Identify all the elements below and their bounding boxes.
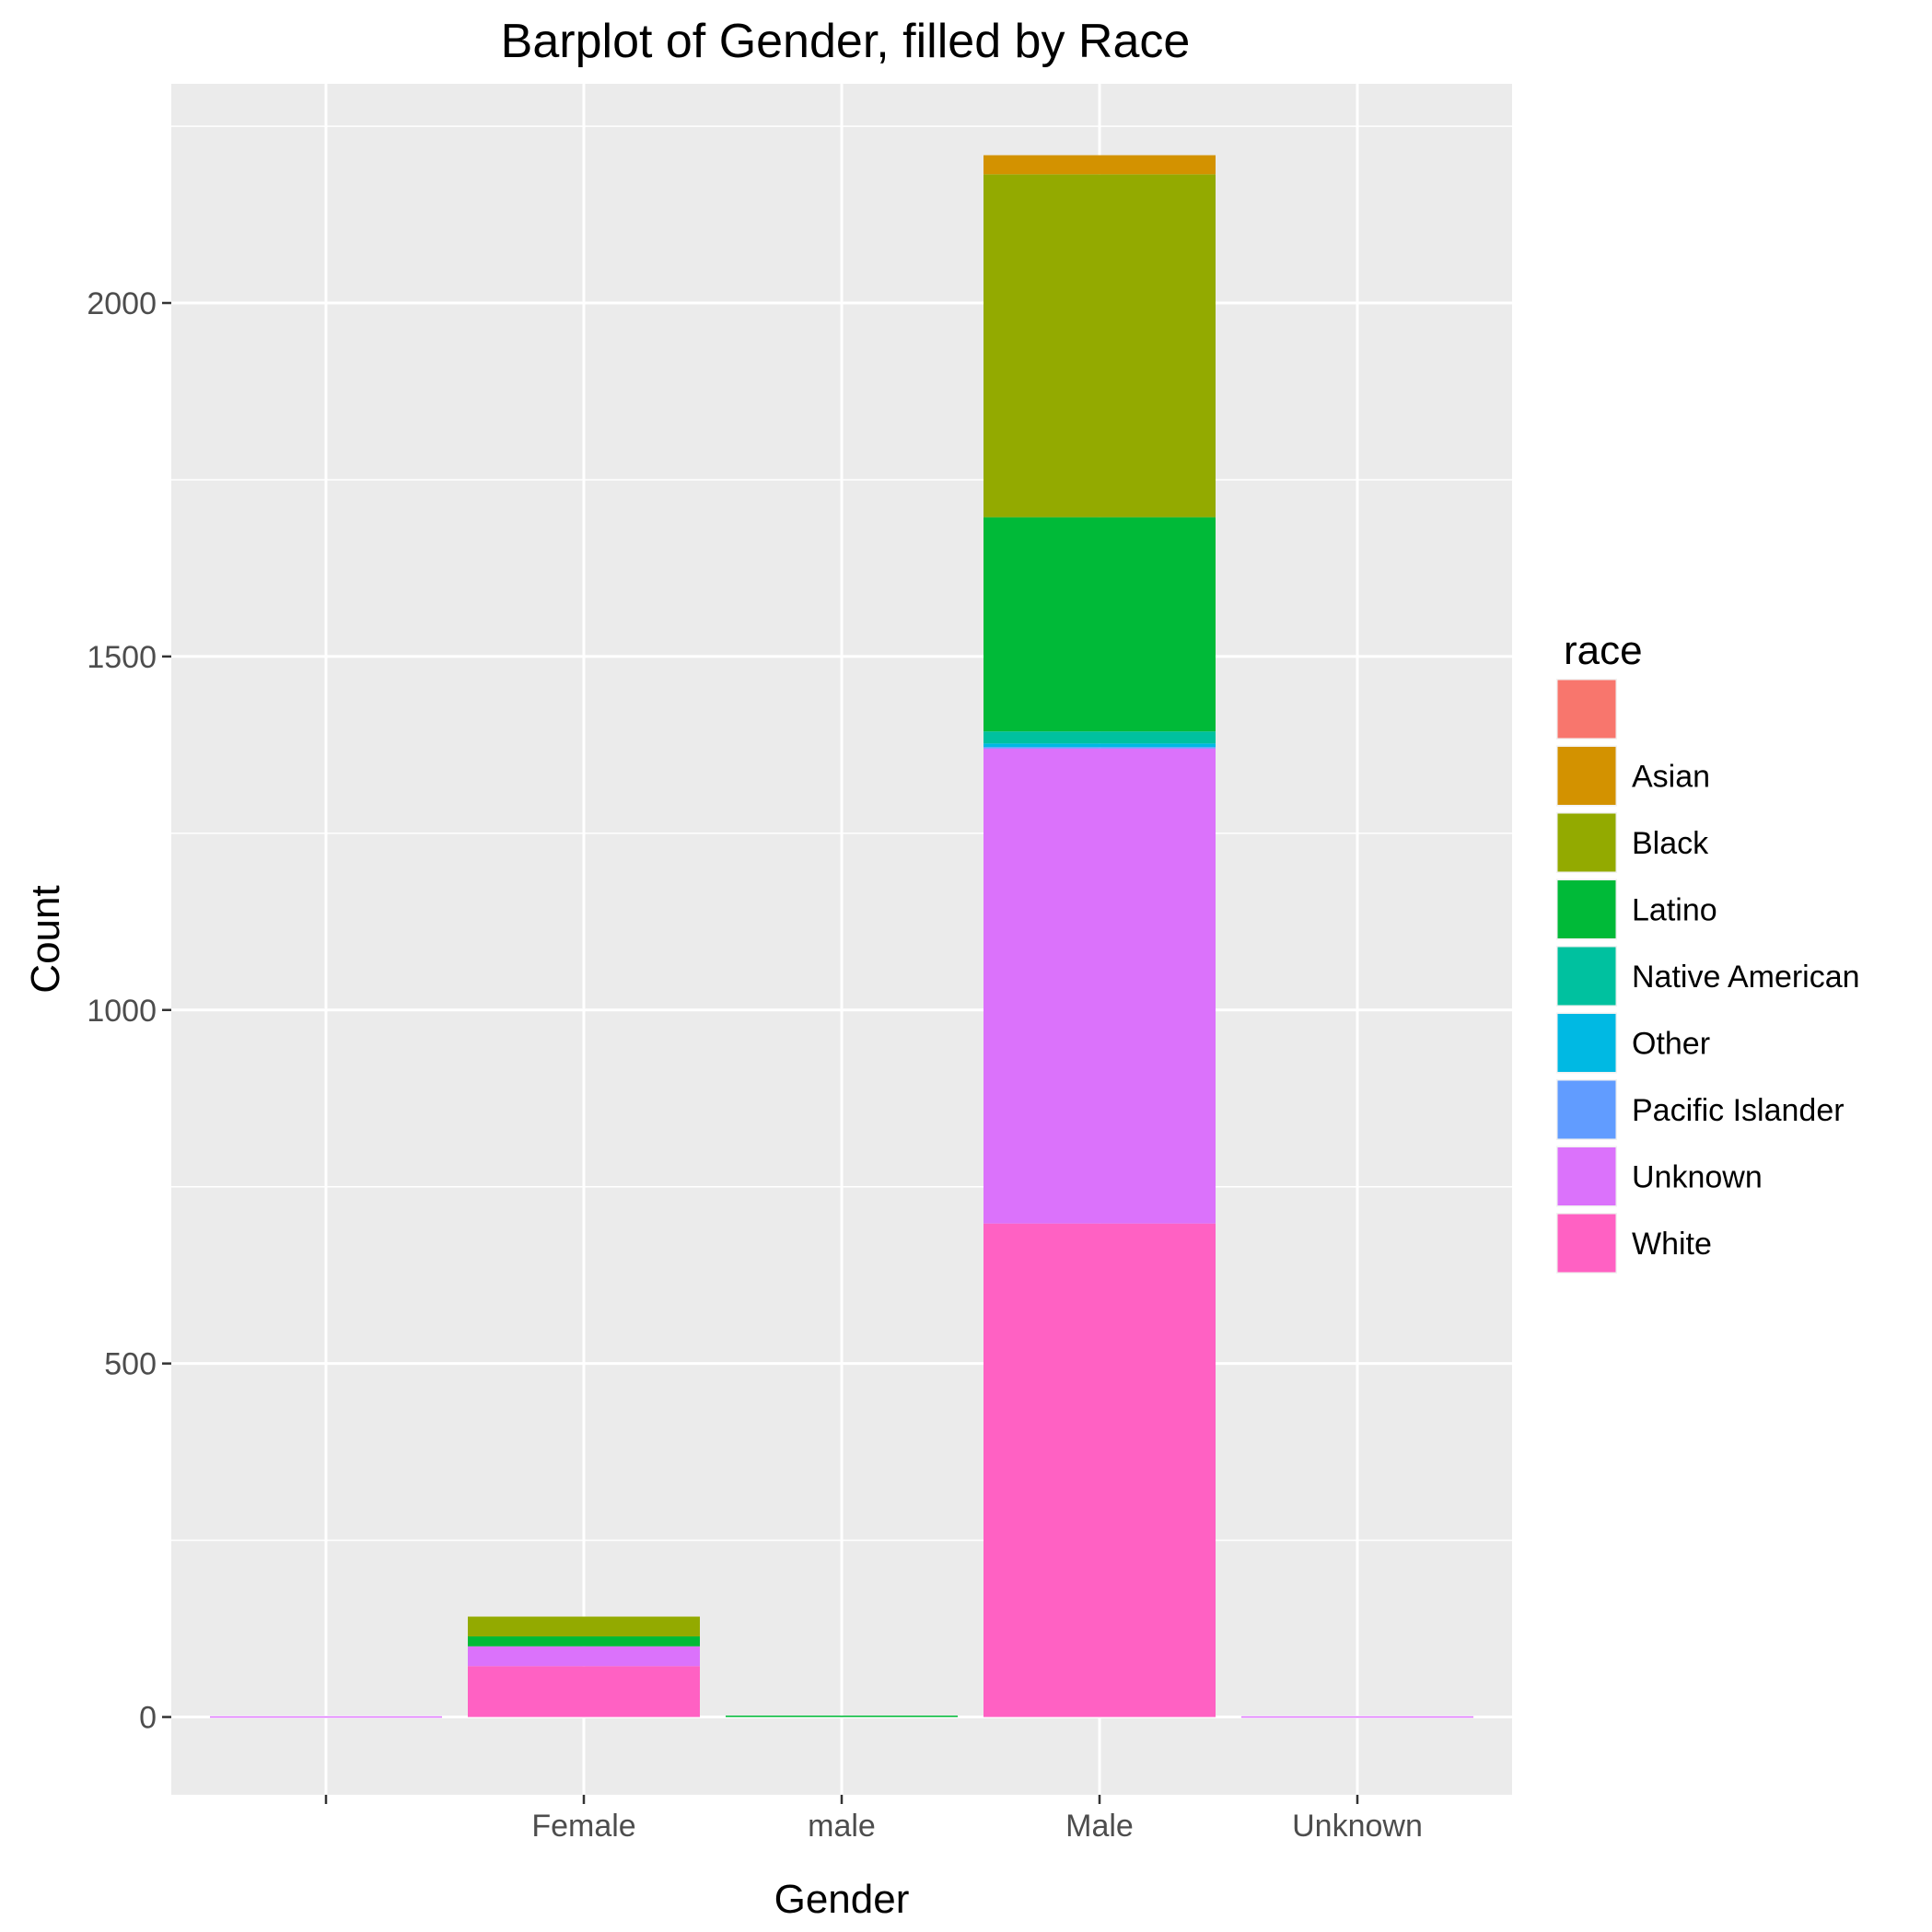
- axis-layer: 0 500 1000 1500 2000 Female male Male Unknown: [87, 286, 1423, 1844]
- x-tick-label: male: [808, 1809, 876, 1844]
- legend-label: White: [1632, 1227, 1712, 1262]
- bar-segment: [983, 174, 1216, 518]
- y-tick-label: 500: [104, 1347, 157, 1382]
- bar-segment: [468, 1636, 700, 1647]
- bar-segment: [210, 1716, 442, 1718]
- legend-swatch: [1557, 1214, 1616, 1273]
- bar-segment: [726, 1716, 958, 1717]
- y-axis-title: Count: [23, 885, 68, 993]
- x-tick-label: Male: [1065, 1809, 1134, 1844]
- bar-segment: [983, 748, 1216, 1224]
- legend: race Asian Black Latino Native American Othe…: [1556, 628, 1860, 1274]
- legend-label: Latino: [1632, 893, 1717, 928]
- legend-swatch: [1557, 680, 1616, 739]
- bar-segment: [983, 743, 1216, 748]
- y-tick-label: 2000: [87, 286, 157, 321]
- bar-segment: [983, 155, 1216, 175]
- legend-swatch: [1557, 1014, 1616, 1072]
- bar-segment: [983, 731, 1216, 744]
- legend-title: race: [1564, 628, 1643, 673]
- x-tick-label: Unknown: [1292, 1809, 1423, 1844]
- bar-layer: [210, 155, 1473, 1718]
- legend-label: Other: [1632, 1027, 1710, 1062]
- legend-label: Asian: [1632, 760, 1710, 795]
- legend-label: Native American: [1632, 960, 1860, 995]
- y-tick-label: 1000: [87, 994, 157, 1029]
- x-axis-title: Gender: [774, 1877, 910, 1922]
- legend-label: Pacific Islander: [1632, 1093, 1845, 1128]
- legend-label: Unknown: [1632, 1160, 1763, 1195]
- bar-segment: [468, 1616, 700, 1637]
- chart-title: Barplot of Gender, filled by Race: [501, 15, 1191, 68]
- legend-swatch: [1557, 747, 1616, 805]
- bar-segment: [983, 747, 1216, 749]
- y-tick-label: 1500: [87, 640, 157, 675]
- bar-segment: [983, 517, 1216, 732]
- legend-swatch: [1557, 1080, 1616, 1139]
- legend-swatch: [1557, 880, 1616, 938]
- bar-segment: [468, 1646, 700, 1667]
- legend-swatch: [1557, 947, 1616, 1006]
- x-tick-label: Female: [531, 1809, 635, 1844]
- bar-segment: [983, 1223, 1216, 1717]
- legend-label: Black: [1632, 826, 1709, 861]
- legend-swatch: [1557, 813, 1616, 872]
- bar-segment: [1241, 1716, 1473, 1718]
- y-tick-label: 0: [139, 1701, 157, 1736]
- legend-swatch: [1557, 1147, 1616, 1205]
- bar-segment: [468, 1666, 700, 1717]
